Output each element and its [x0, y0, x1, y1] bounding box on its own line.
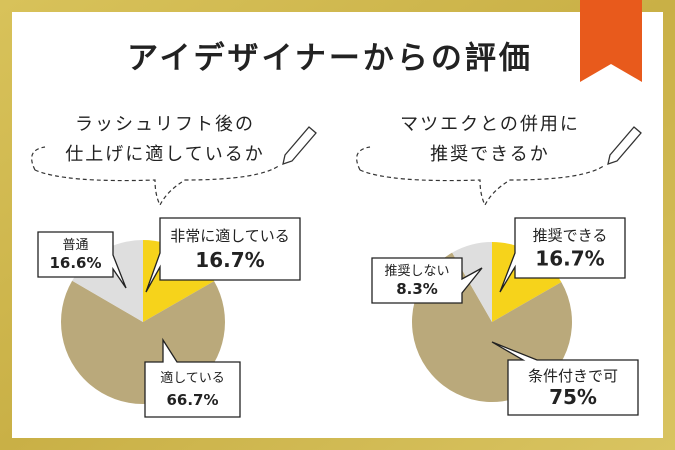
- callout-value: 75%: [549, 385, 597, 409]
- question: ラッシュリフト後の: [75, 114, 255, 135]
- callout-label: 適している: [160, 370, 225, 386]
- dashed-callout: [31, 146, 281, 207]
- callout-box: [491, 341, 639, 416]
- dashed-callout: [356, 146, 606, 207]
- ribbon: [580, 0, 642, 82]
- question: 仕上げに適しているか: [65, 144, 264, 165]
- page-title: アイデザイナーからの評価: [127, 41, 533, 77]
- callout-value: 66.7%: [166, 391, 218, 409]
- callout-box: [499, 217, 626, 293]
- callout-value: 16.7%: [195, 248, 264, 272]
- callout-label: 普通: [62, 238, 88, 253]
- callout-value: 16.6%: [49, 254, 101, 272]
- callout-box: [37, 231, 127, 289]
- question: 推奨できるか: [430, 144, 550, 165]
- callout-label: 推奨できる: [533, 227, 608, 245]
- callout-label: 非常に適している: [170, 227, 290, 245]
- pen-icon: [282, 126, 317, 165]
- callout-box: [144, 337, 241, 418]
- callout-label: 条件付きで可: [528, 367, 618, 385]
- callout-value: 8.3%: [396, 280, 438, 298]
- callout-value: 16.7%: [535, 247, 604, 271]
- callout-box: [371, 257, 483, 304]
- question: マツエクとの併用に: [400, 114, 580, 135]
- pen-icon: [607, 126, 642, 165]
- callout-label: 推奨しない: [384, 264, 449, 279]
- callout-box: [145, 217, 301, 293]
